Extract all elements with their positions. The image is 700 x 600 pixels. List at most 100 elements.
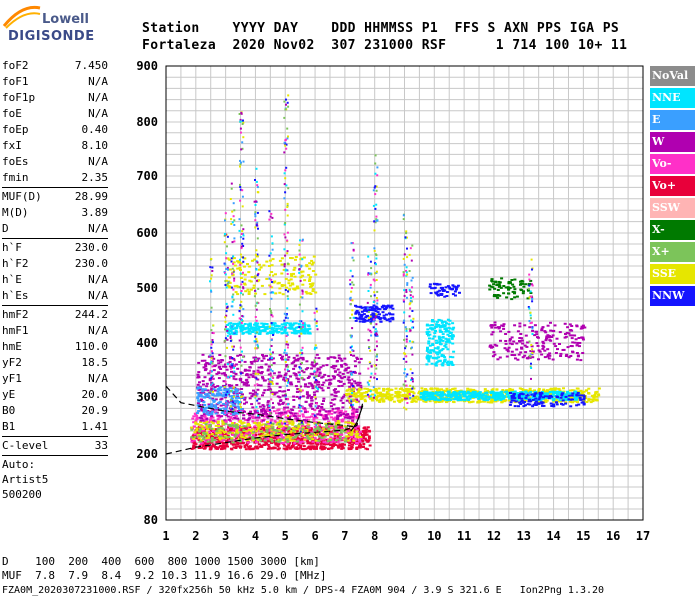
echo-point [433, 332, 437, 335]
panel-separator [2, 455, 108, 456]
echo-point [291, 427, 295, 429]
echo-point [304, 400, 308, 403]
echo-point [321, 384, 325, 386]
echo-point [318, 410, 322, 412]
echo-point [240, 388, 244, 390]
echo-point [196, 402, 200, 405]
echo-point [523, 354, 527, 357]
param-label: hmE [2, 340, 22, 353]
echo-point [365, 428, 369, 431]
echo-point [377, 315, 381, 318]
echo-point [257, 443, 261, 446]
echo-point [466, 390, 470, 393]
echo-point [535, 342, 539, 345]
param-label: fmin [2, 171, 29, 184]
echo-point [288, 288, 291, 291]
echo-point [265, 414, 269, 417]
echo-point [541, 326, 545, 329]
echo-point [300, 428, 304, 430]
echo-point [567, 332, 571, 335]
echo-point [319, 413, 323, 416]
param-value: 33 [94, 439, 108, 452]
echo-point [551, 394, 555, 397]
echo-point [257, 366, 261, 369]
echo-point [558, 331, 562, 334]
echo-point [317, 386, 321, 389]
echo-point [355, 411, 359, 413]
echo-point [344, 410, 348, 413]
echo-point [285, 332, 289, 335]
echo-point [212, 408, 216, 411]
echo-point [330, 412, 334, 415]
echo-point [293, 441, 297, 443]
echo-point [233, 285, 237, 288]
echo-point [524, 389, 528, 392]
echo-point [340, 433, 343, 436]
echo-point [425, 324, 429, 327]
echo-point [215, 372, 219, 375]
echo-point [581, 324, 585, 327]
echo-point [287, 282, 291, 285]
echo-point [239, 435, 243, 438]
echo-point [196, 396, 200, 399]
echo-point [329, 378, 333, 381]
echo-point [357, 438, 361, 441]
echo-point [234, 424, 238, 427]
echo-point [260, 410, 264, 413]
echo-point [334, 416, 338, 419]
echo-point [211, 444, 215, 447]
echo-point [206, 410, 210, 412]
echo-point [357, 384, 361, 387]
echo-point [427, 397, 431, 400]
echo-point [294, 258, 297, 261]
echo-point [518, 337, 522, 339]
echo-point [275, 423, 279, 426]
echo-point [493, 324, 497, 326]
echo-point [433, 327, 437, 330]
echo-point [333, 444, 337, 446]
echo-point [297, 380, 301, 383]
echo-point [355, 429, 359, 432]
echo-point [343, 357, 347, 360]
echo-point [345, 427, 349, 430]
echo-point [192, 415, 196, 418]
echo-point [435, 388, 439, 391]
echo-point [341, 402, 345, 404]
echo-point [307, 382, 311, 385]
echo-point [445, 322, 448, 325]
echo-point [195, 418, 199, 421]
echo-point [477, 397, 481, 400]
echo-point [531, 329, 535, 332]
echo-point [209, 434, 213, 437]
echo-point [427, 357, 431, 360]
echo-point [219, 436, 223, 439]
echo-point [557, 387, 561, 390]
echo-point [236, 394, 239, 396]
echo-point [521, 394, 525, 397]
echo-point [565, 397, 568, 400]
echo-point [270, 332, 273, 335]
echo-point [278, 403, 282, 406]
echo-point [336, 416, 340, 419]
param-label: D [2, 222, 9, 235]
echo-point [307, 430, 311, 433]
echo-point [322, 418, 326, 421]
echo-point [404, 387, 408, 390]
echo-point [319, 447, 323, 450]
echo-point [231, 403, 235, 406]
echo-point [440, 319, 444, 322]
echo-point [555, 393, 559, 396]
echo-point [193, 435, 197, 438]
echo-point [289, 381, 293, 384]
echo-point [245, 430, 249, 433]
echo-point [262, 322, 266, 325]
echo-point [430, 391, 434, 394]
echo-point [510, 350, 514, 353]
echo-point [234, 322, 238, 325]
echo-point [298, 397, 301, 400]
echo-point [317, 357, 321, 360]
echo-point [238, 361, 242, 363]
echo-point [265, 323, 269, 325]
echo-point [223, 447, 227, 450]
echo-point [207, 442, 211, 444]
